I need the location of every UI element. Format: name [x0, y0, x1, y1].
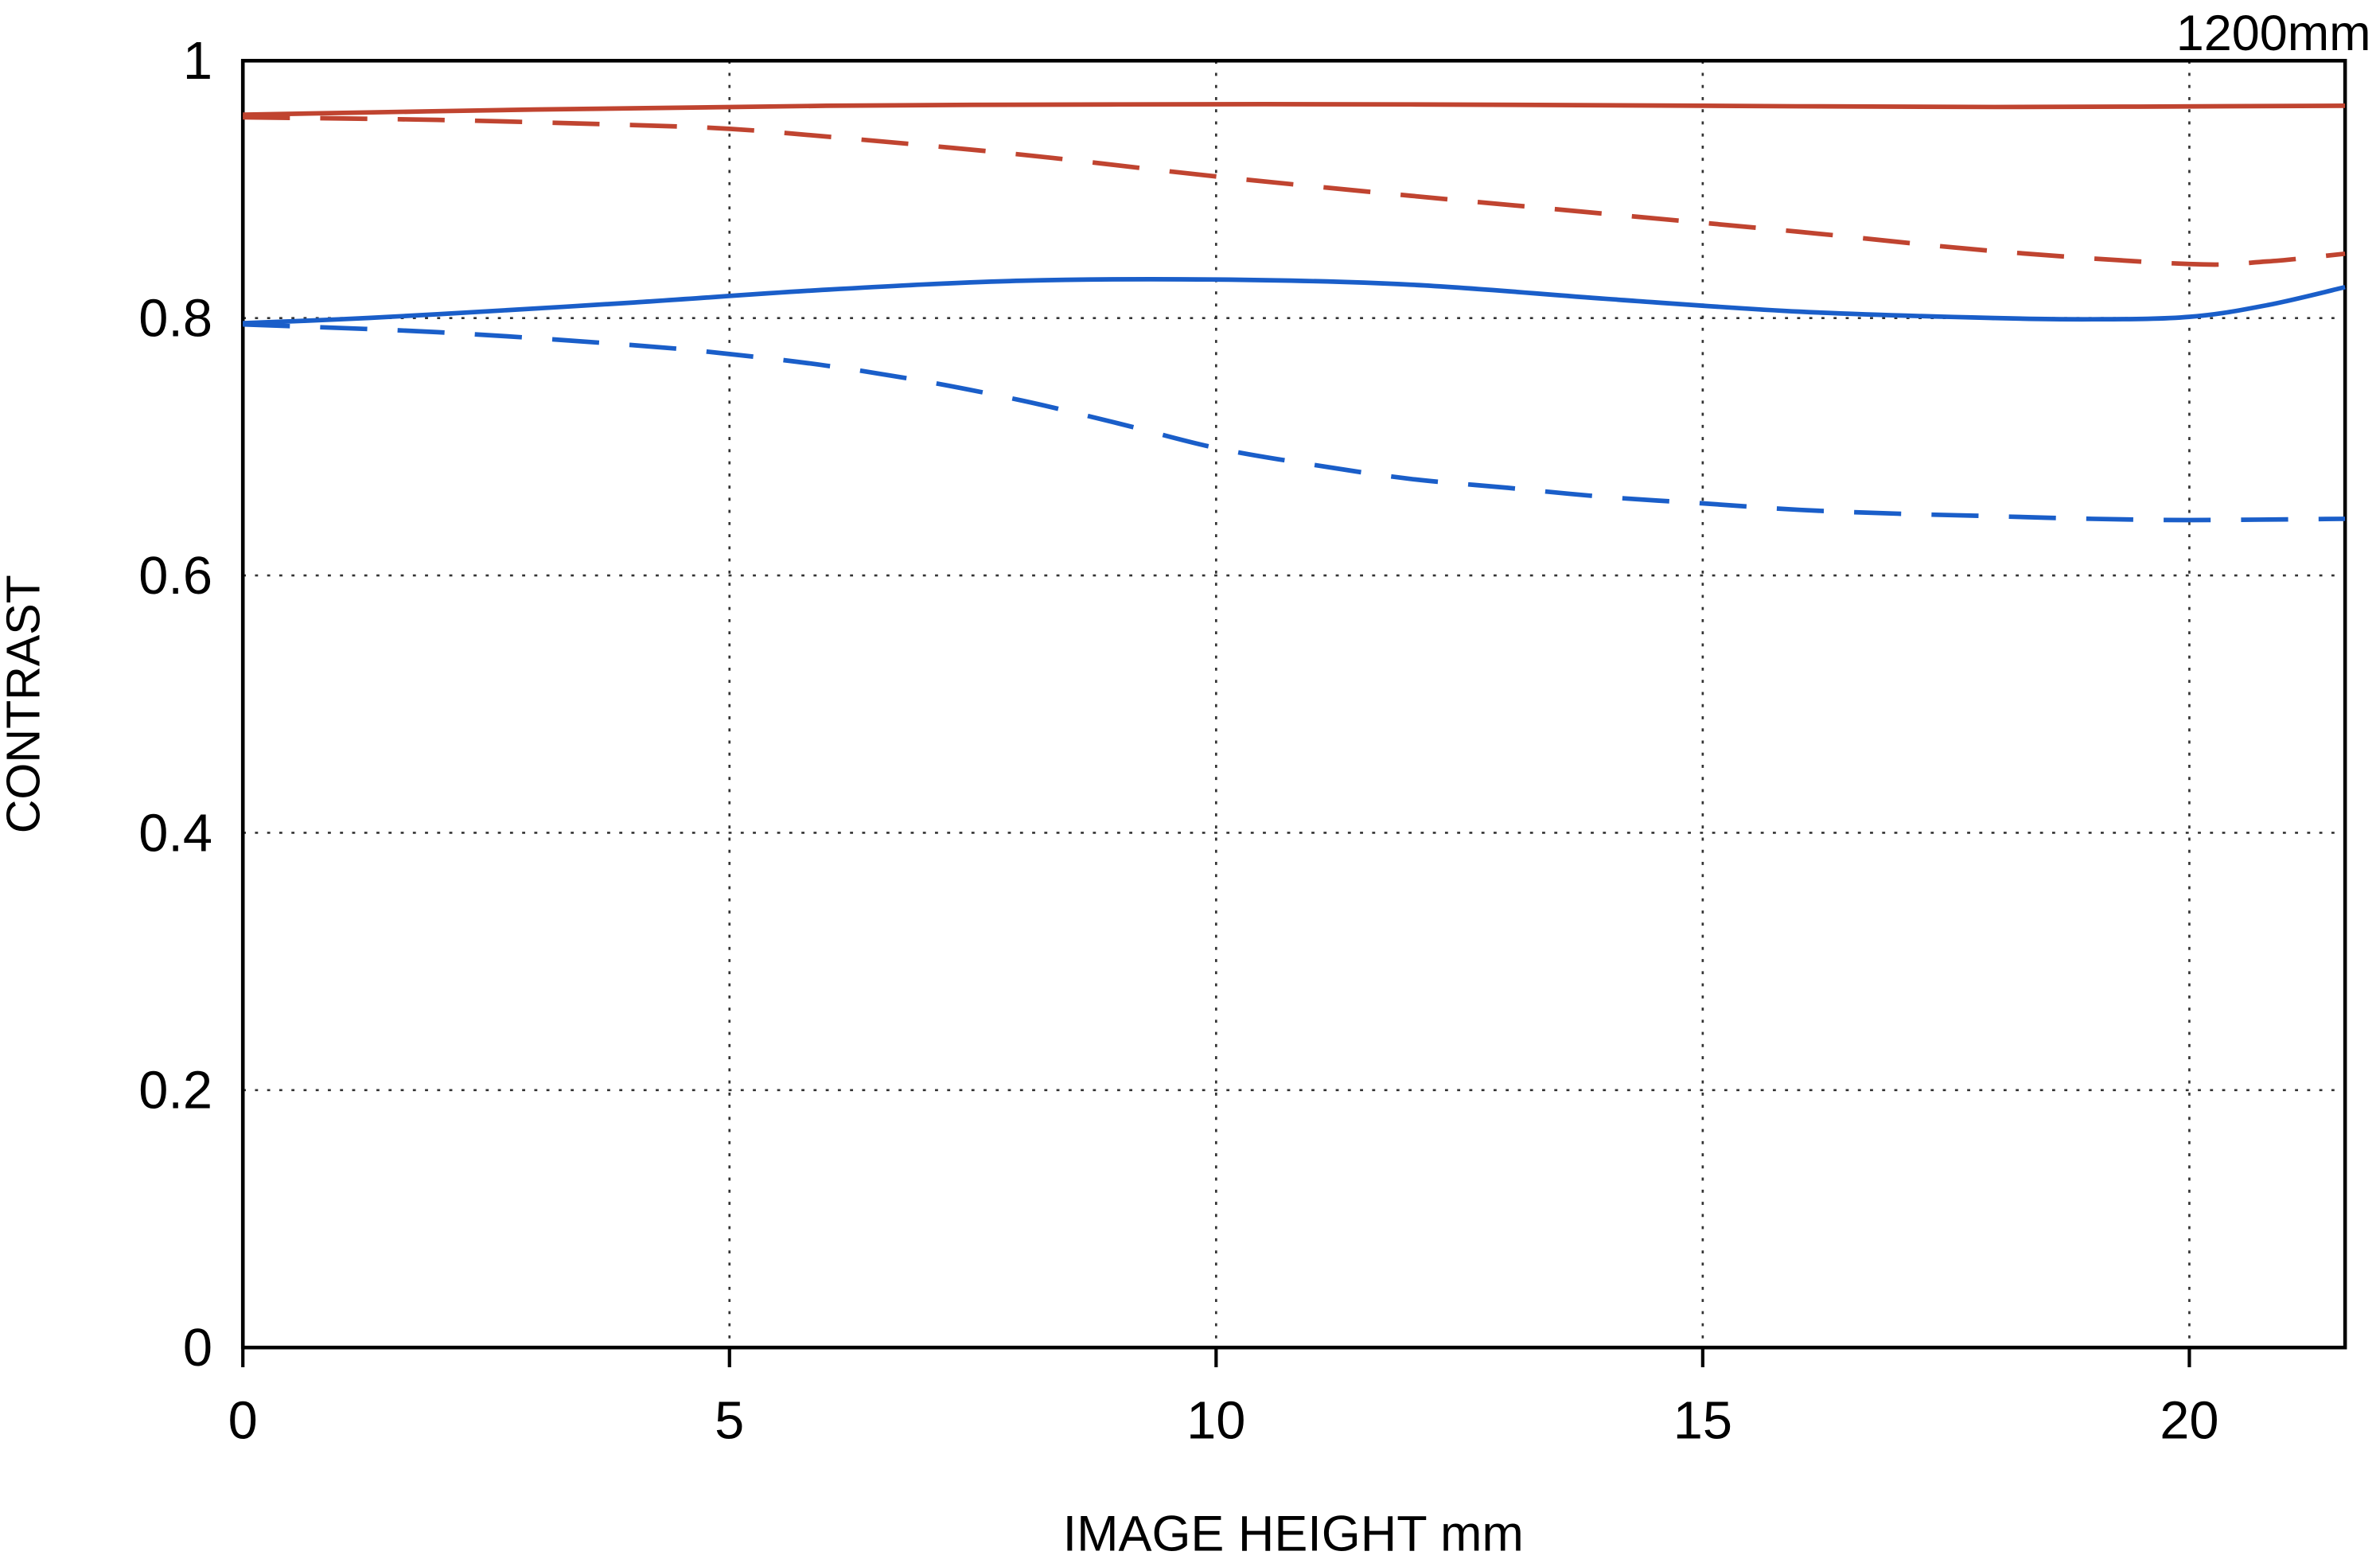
- y-tick-label: 0.2: [138, 1062, 212, 1121]
- x-tick-label: 15: [1673, 1392, 1732, 1451]
- y-tick-label: 0: [183, 1319, 212, 1378]
- y-tick-label: 1: [183, 32, 212, 91]
- plot-frame: [240, 58, 2347, 1350]
- x-axis-label: IMAGE HEIGHT mm: [1063, 1506, 1524, 1562]
- plot-area: 0 5 10 15 20 0 0.2 0.4 0.6 0.8 1: [138, 32, 2347, 1451]
- y-tick-label: 0.8: [138, 290, 212, 349]
- chart-title: 1200mm: [2176, 6, 2371, 61]
- series-blue-solid: [243, 276, 2346, 326]
- series-red-dashed: [243, 115, 2346, 267]
- x-tick-label: 5: [715, 1392, 744, 1451]
- x-tick-label: 0: [228, 1392, 258, 1451]
- x-tick-label: 20: [2160, 1392, 2218, 1451]
- series-red-solid: [243, 102, 2346, 118]
- y-axis-label: CONTRAST: [0, 575, 50, 833]
- x-tick-label: 10: [1186, 1392, 1245, 1451]
- y-tick-label: 0.4: [138, 804, 212, 863]
- series-blue-dashed: [243, 322, 2346, 523]
- y-tick-label: 0.6: [138, 547, 212, 606]
